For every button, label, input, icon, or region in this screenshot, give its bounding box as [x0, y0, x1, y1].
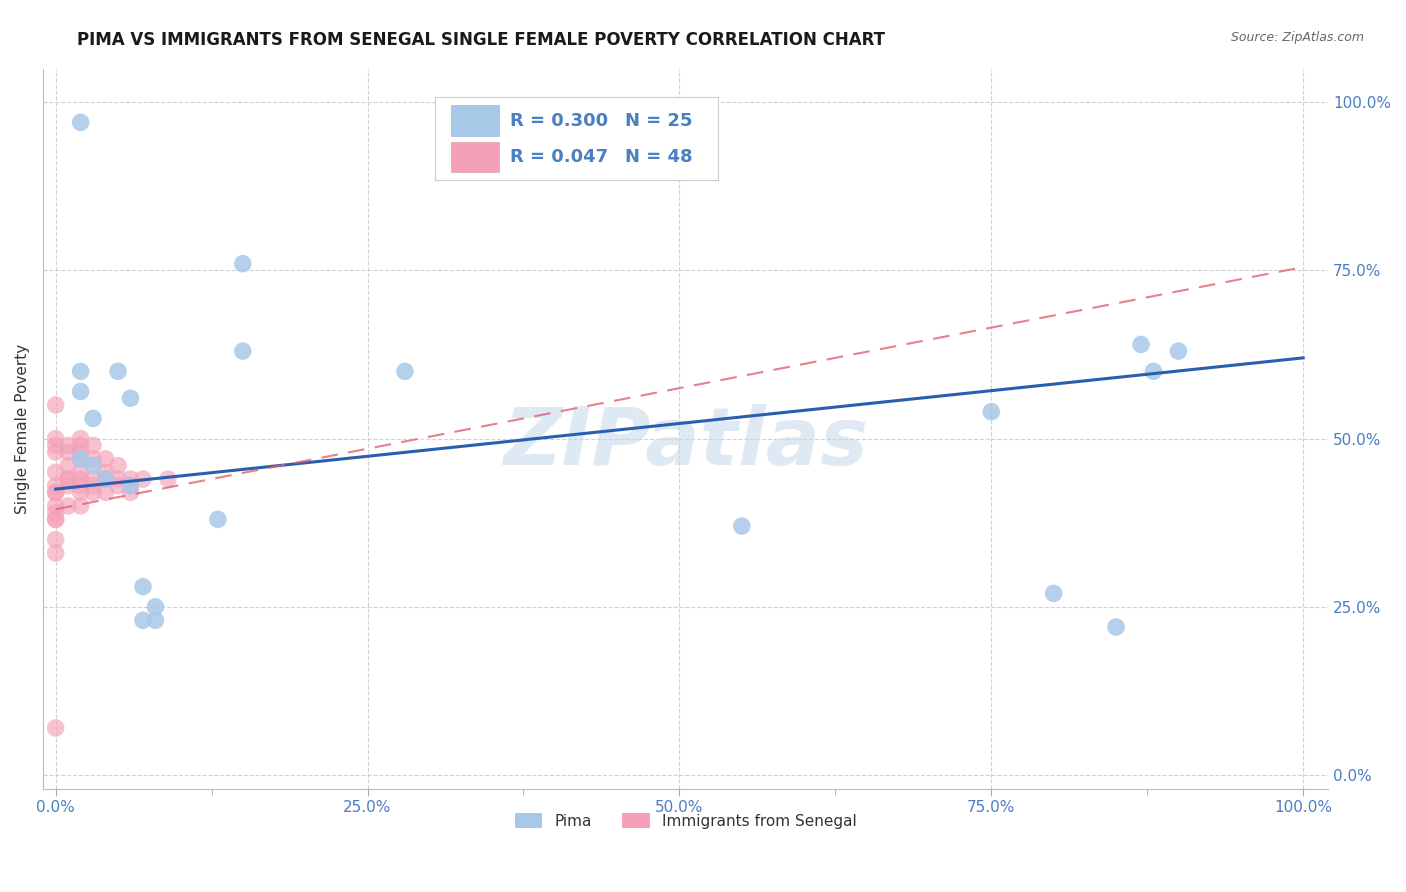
Point: [56, 499, 79, 513]
Point: [56, 479, 79, 493]
Text: ZIPatlas: ZIPatlas: [503, 404, 868, 482]
Point: [69, 451, 91, 466]
Bar: [450, 105, 499, 136]
Point: [45, 512, 67, 526]
Point: [45, 432, 67, 446]
Point: [120, 479, 142, 493]
Point: [82, 458, 104, 473]
Point: [69, 499, 91, 513]
Point: [69, 438, 91, 452]
Legend: Pima, Immigrants from Senegal: Pima, Immigrants from Senegal: [509, 806, 863, 835]
Point: [45, 438, 67, 452]
Point: [69, 485, 91, 500]
Point: [94, 472, 117, 486]
Point: [45, 533, 67, 547]
Point: [120, 485, 142, 500]
Point: [45, 546, 67, 560]
Point: [1142, 364, 1164, 378]
Point: [1167, 344, 1189, 359]
Point: [69, 445, 91, 459]
Point: [94, 465, 117, 479]
Point: [232, 344, 254, 359]
Point: [1105, 620, 1128, 634]
Point: [980, 405, 1002, 419]
Point: [82, 485, 104, 500]
Point: [82, 411, 104, 425]
Point: [120, 472, 142, 486]
Text: N = 48: N = 48: [626, 148, 693, 166]
Point: [731, 519, 754, 533]
Point: [132, 613, 155, 627]
Point: [69, 465, 91, 479]
Point: [69, 451, 91, 466]
Point: [45, 721, 67, 735]
Point: [82, 438, 104, 452]
Point: [1130, 337, 1153, 351]
Point: [145, 599, 167, 614]
Point: [82, 451, 104, 466]
Point: [45, 445, 67, 459]
Point: [45, 465, 67, 479]
Point: [94, 485, 117, 500]
Point: [156, 472, 179, 486]
Point: [45, 479, 67, 493]
Point: [45, 485, 67, 500]
Bar: [434, 97, 718, 180]
Point: [45, 398, 67, 412]
Point: [45, 506, 67, 520]
Point: [56, 458, 79, 473]
Point: [69, 364, 91, 378]
Text: Source: ZipAtlas.com: Source: ZipAtlas.com: [1230, 31, 1364, 45]
Point: [145, 613, 167, 627]
Point: [56, 438, 79, 452]
Point: [107, 479, 129, 493]
Y-axis label: Single Female Poverty: Single Female Poverty: [15, 343, 30, 514]
Point: [69, 115, 91, 129]
Point: [56, 472, 79, 486]
Point: [132, 580, 155, 594]
Point: [207, 512, 229, 526]
Point: [56, 472, 79, 486]
Point: [69, 472, 91, 486]
Point: [45, 499, 67, 513]
Point: [82, 472, 104, 486]
Text: PIMA VS IMMIGRANTS FROM SENEGAL SINGLE FEMALE POVERTY CORRELATION CHART: PIMA VS IMMIGRANTS FROM SENEGAL SINGLE F…: [77, 31, 886, 49]
Point: [394, 364, 416, 378]
Point: [69, 432, 91, 446]
Point: [232, 257, 254, 271]
Point: [94, 451, 117, 466]
Point: [69, 479, 91, 493]
Point: [56, 445, 79, 459]
Point: [69, 384, 91, 399]
Text: N = 25: N = 25: [626, 112, 693, 129]
Point: [107, 364, 129, 378]
Point: [82, 479, 104, 493]
Point: [94, 472, 117, 486]
Text: R = 0.047: R = 0.047: [509, 148, 607, 166]
Point: [1042, 586, 1064, 600]
Point: [132, 472, 155, 486]
Point: [107, 472, 129, 486]
Point: [120, 479, 142, 493]
Bar: [450, 142, 499, 172]
Point: [45, 512, 67, 526]
Point: [120, 391, 142, 405]
Point: [107, 458, 129, 473]
Text: R = 0.300: R = 0.300: [509, 112, 607, 129]
Point: [45, 485, 67, 500]
